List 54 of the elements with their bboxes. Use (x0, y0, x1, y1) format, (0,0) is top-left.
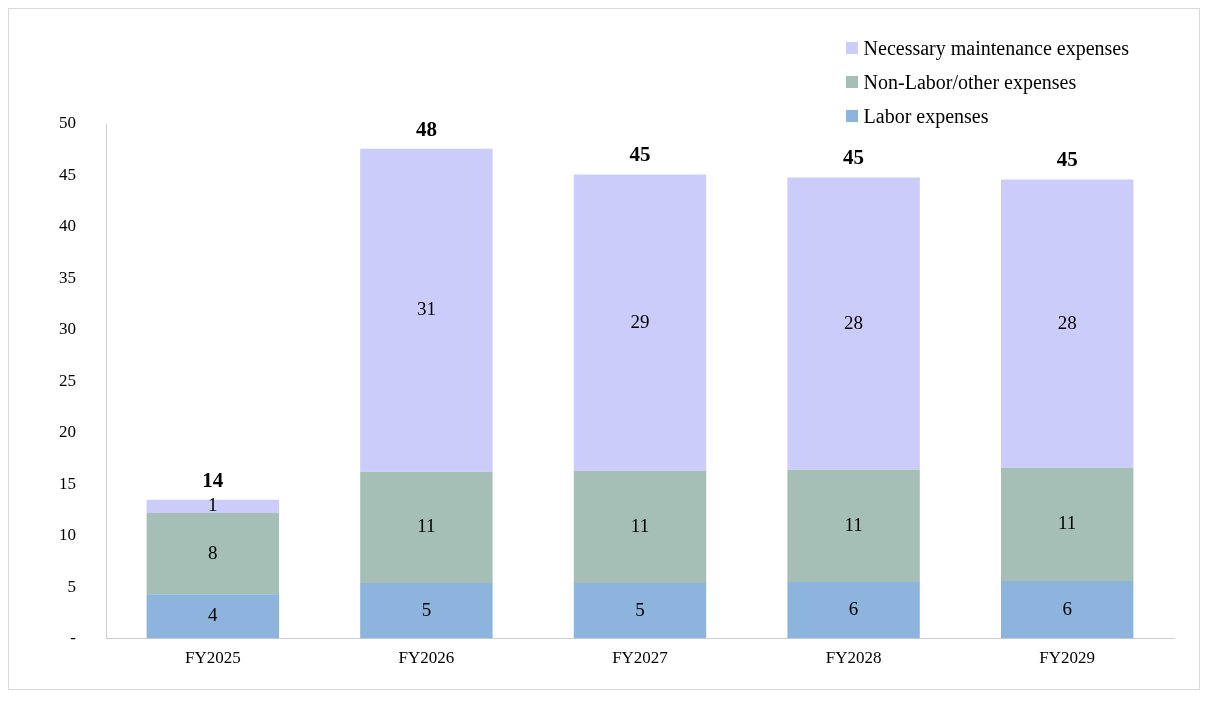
bar (573, 470, 707, 584)
data-label: 5 (635, 598, 645, 620)
total-label: 48 (415, 116, 437, 141)
x-tick-label: FY2025 (184, 648, 241, 668)
bar (1000, 179, 1134, 468)
y-tick-label: 20 (59, 422, 76, 442)
y-tick-label: 10 (59, 525, 76, 545)
legend-label: Necessary maintenance expenses (863, 36, 1129, 62)
y-tick-label: 45 (59, 164, 76, 184)
bar (360, 148, 493, 472)
bar (146, 594, 280, 639)
data-label: 1 (208, 494, 218, 516)
data-label: 11 (417, 515, 436, 537)
data-label: 11 (844, 513, 863, 535)
data-label: 6 (1062, 597, 1072, 619)
bar (787, 581, 920, 639)
total-label: 14 (202, 467, 224, 492)
bar (573, 174, 707, 471)
data-label: 28 (844, 311, 864, 333)
x-tick-label: FY2027 (612, 648, 669, 668)
bar (146, 513, 280, 595)
data-label: 29 (630, 310, 650, 332)
bar (787, 469, 920, 582)
data-label: 31 (416, 298, 436, 320)
y-tick-label: 30 (59, 319, 76, 339)
data-label: 4 (208, 604, 219, 626)
bar (573, 583, 707, 639)
y-tick-label: 15 (59, 473, 76, 493)
y-tick-label: 50 (59, 113, 76, 133)
y-tick-label: 5 (67, 576, 76, 596)
total-label: 45 (629, 142, 651, 167)
data-label: 11 (1058, 512, 1077, 534)
x-tick-label: FY2028 (825, 648, 882, 668)
total-label: 45 (1056, 147, 1078, 172)
y-tick-label: - (70, 628, 77, 648)
bar (360, 471, 493, 584)
legend-label: Non-Labor/other expenses (863, 70, 1077, 96)
total-label: 45 (843, 145, 865, 170)
data-label: 5 (421, 598, 432, 620)
x-tick-label: FY2029 (1039, 648, 1096, 668)
y-tick-label: 35 (59, 267, 76, 287)
data-label: 28 (1057, 311, 1077, 333)
legend-label: Labor expenses (863, 104, 989, 130)
y-tick-label: 25 (59, 370, 76, 390)
data-label: 6 (848, 598, 859, 620)
bar (146, 499, 280, 514)
x-tick-label: FY2026 (398, 648, 455, 668)
bar (360, 583, 493, 639)
bar (1000, 580, 1134, 639)
bar (787, 177, 920, 470)
data-label: 11 (630, 514, 650, 536)
data-label: 8 (208, 541, 218, 563)
bar (1000, 467, 1134, 581)
y-tick-label: 40 (59, 216, 76, 236)
